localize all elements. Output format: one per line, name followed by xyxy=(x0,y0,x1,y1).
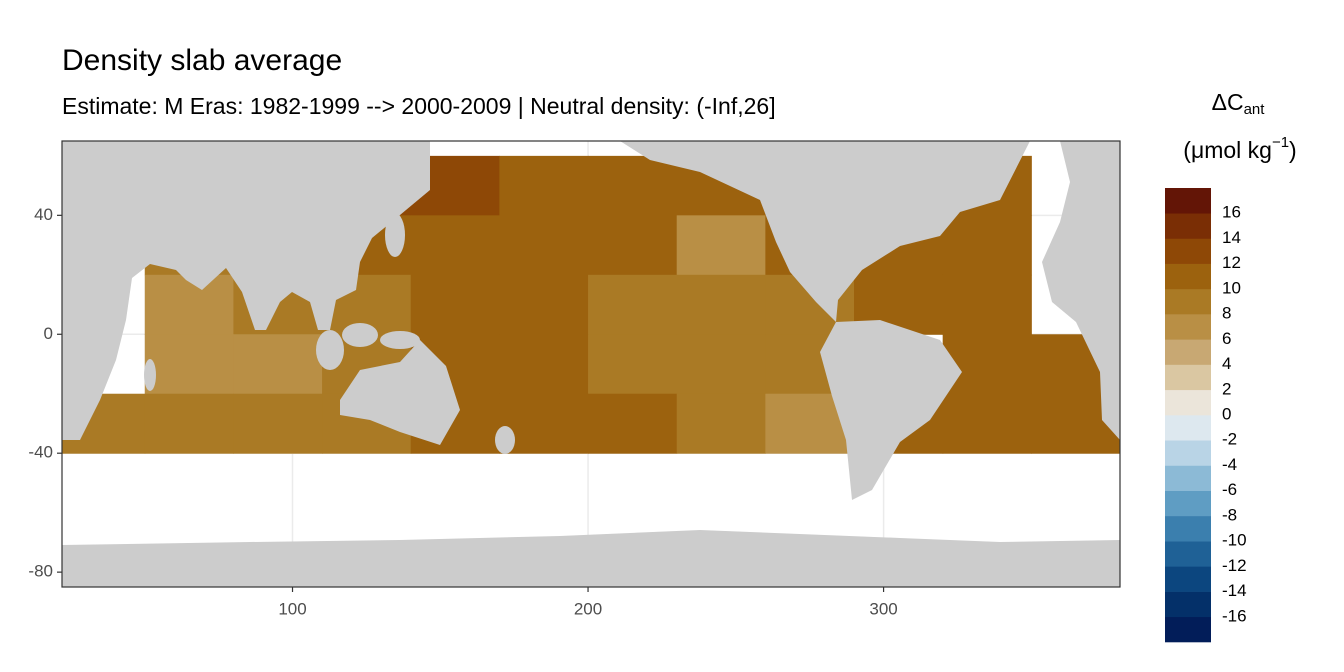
legend-label: 8 xyxy=(1222,304,1231,323)
cell xyxy=(499,155,589,216)
legend-label: 10 xyxy=(1222,278,1241,297)
australia xyxy=(340,340,460,445)
chart-subtitle: Estimate: M Eras: 1982-1999 --> 2000-200… xyxy=(62,93,776,119)
legend-swatch xyxy=(1165,364,1211,391)
cell xyxy=(588,334,678,395)
cell xyxy=(144,393,234,454)
eurasia-africa xyxy=(62,141,430,440)
legend-swatch xyxy=(1165,213,1211,239)
cell xyxy=(233,393,323,454)
legend-swatch xyxy=(1165,440,1211,466)
cell xyxy=(499,215,589,276)
y-tick-label: 0 xyxy=(44,324,53,343)
cell xyxy=(942,215,1032,276)
legend-title: ΔCant xyxy=(1212,89,1266,118)
legend-label: -10 xyxy=(1222,531,1247,550)
legend-label: 2 xyxy=(1222,379,1231,398)
legend-swatch xyxy=(1165,541,1211,567)
legend-swatch xyxy=(1165,339,1211,365)
legend-title-subscript: ant xyxy=(1244,101,1266,118)
y-tick-label: -40 xyxy=(28,443,53,462)
legend-swatch xyxy=(1165,288,1211,315)
cell xyxy=(588,274,678,335)
legend-swatch xyxy=(1165,188,1211,214)
legend-swatch xyxy=(1165,314,1211,340)
legend-swatch xyxy=(1165,515,1211,542)
legend-label: -6 xyxy=(1222,480,1237,499)
legend-swatch xyxy=(1165,591,1211,618)
cell xyxy=(499,274,589,335)
legend-unit: (μmol kg−1) xyxy=(1183,134,1296,163)
legend-label: 0 xyxy=(1222,404,1231,423)
island xyxy=(495,426,515,454)
legend-unit-main: (μmol kg xyxy=(1183,137,1272,163)
cell xyxy=(499,334,589,395)
europe-africa-east xyxy=(1042,141,1120,440)
legend-label: 12 xyxy=(1222,253,1241,272)
x-tick-label: 300 xyxy=(869,599,897,618)
cell xyxy=(676,215,766,276)
legend-swatch xyxy=(1165,389,1211,416)
island xyxy=(342,323,378,347)
cell xyxy=(942,334,1032,395)
legend-label: -8 xyxy=(1222,505,1237,524)
legend-label: -2 xyxy=(1222,430,1237,449)
legend-label: 16 xyxy=(1222,203,1241,222)
cell xyxy=(144,274,234,335)
land xyxy=(62,141,1120,587)
legend-swatch xyxy=(1165,616,1211,643)
legend-label: -12 xyxy=(1222,556,1247,575)
legend-label: -4 xyxy=(1222,455,1237,474)
cell xyxy=(676,393,766,454)
legend-unit-superscript: −1 xyxy=(1272,134,1289,151)
cell xyxy=(410,274,500,335)
legend-label: 4 xyxy=(1222,354,1231,373)
panel-border xyxy=(61,140,1121,588)
island xyxy=(385,213,405,257)
legend-title-main: ΔC xyxy=(1212,89,1244,115)
legend-swatch xyxy=(1165,566,1211,592)
legend-swatch xyxy=(1165,490,1211,517)
cell xyxy=(233,334,323,395)
cell xyxy=(588,393,678,454)
north-america xyxy=(620,141,1030,322)
cell xyxy=(144,334,234,395)
legend-unit-close: ) xyxy=(1289,137,1297,163)
legend-label: 14 xyxy=(1222,228,1241,247)
y-tick-label: 40 xyxy=(34,205,53,224)
legend-label: -16 xyxy=(1222,606,1247,625)
cell xyxy=(410,215,500,276)
cell xyxy=(588,215,678,276)
cell xyxy=(676,334,766,395)
x-tick-label: 100 xyxy=(278,599,306,618)
legend: -16 -14 -12 -10 -8 -6 -4 -2 0 2 4 6 8 10 12 14 16 xyxy=(1165,188,1247,643)
chart-title: Density slab average xyxy=(62,44,342,77)
cell xyxy=(942,393,1032,454)
island xyxy=(144,359,156,391)
south-america xyxy=(820,320,962,500)
legend-swatch xyxy=(1165,465,1211,491)
legend-label: -14 xyxy=(1222,581,1247,600)
legend-swatch xyxy=(1165,263,1211,290)
cell xyxy=(676,274,766,335)
legend-label: 6 xyxy=(1222,329,1231,348)
cell xyxy=(588,155,678,216)
legend-swatch xyxy=(1165,415,1211,441)
antarctica xyxy=(62,530,1120,587)
y-tick-label: -80 xyxy=(28,562,53,581)
legend-swatch xyxy=(1165,238,1211,264)
cell xyxy=(942,274,1032,335)
island xyxy=(316,330,344,370)
island xyxy=(380,331,420,349)
x-tick-label: 200 xyxy=(574,599,602,618)
